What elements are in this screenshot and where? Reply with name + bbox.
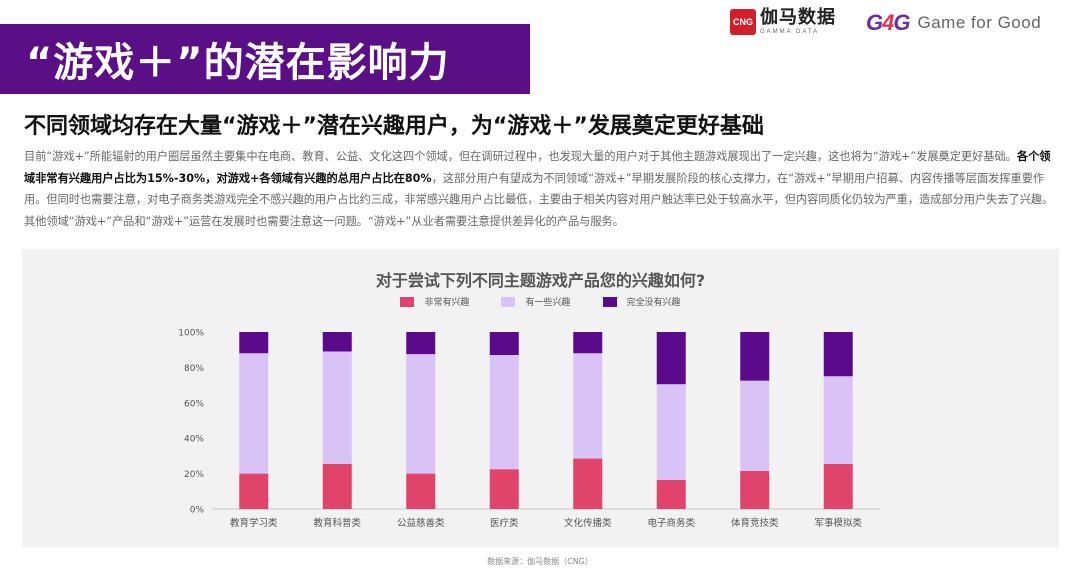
y-tick-label: 60% [184, 399, 204, 409]
x-tick-label: 教育科普类 [313, 517, 361, 529]
bar-segment-some [322, 351, 352, 464]
stacked-bar-chart: 0% 20% 40% 60% 80% 100% 教育学习类 教育科普类 公益慈善类 医疗类 文化传播… [178, 329, 880, 529]
bar-segment-none [573, 332, 603, 354]
g4g-logo-icon: G4G [866, 10, 910, 35]
g4g-logo: G4G Game for Good [866, 10, 1041, 36]
chart-panel: 对于尝试下列不同主题游戏产品您的兴趣如何? 非常有兴趣 有一些兴趣 完全没有兴趣… [22, 249, 1059, 547]
bar-segment-some [406, 354, 436, 474]
bar-segment-very [823, 463, 853, 509]
bar-segment-none [239, 332, 269, 354]
legend-item-none: 完全没有兴趣 [602, 295, 681, 308]
x-tick-label: 医疗类 [490, 517, 519, 529]
bar-segment-none [406, 332, 436, 355]
cng-brand-name: 伽马数据 [760, 7, 836, 28]
x-tick-label: 教育学习类 [230, 517, 278, 529]
bar-segment-some [573, 353, 603, 459]
chart-legend: 非常有兴趣 有一些兴趣 完全没有兴趣 [22, 295, 1059, 308]
x-tick-label: 军事模拟类 [814, 517, 862, 529]
g4g-tagline: Game for Good [917, 13, 1042, 32]
legend-label-none: 完全没有兴趣 [626, 298, 681, 308]
legend-label-some: 有一些兴趣 [525, 298, 571, 308]
bar-segment-none [823, 332, 853, 377]
cng-brand-english: GAMMA DATA [760, 29, 820, 35]
legend-swatch-very [400, 296, 415, 307]
bar-segment-very [406, 473, 436, 509]
legend-label-very: 非常有兴趣 [424, 298, 470, 308]
bar-segment-very [489, 469, 519, 509]
y-tick-label: 20% [184, 470, 204, 480]
legend-item-very: 非常有兴趣 [400, 295, 469, 308]
bar-segment-some [740, 380, 770, 471]
data-source: 数据来源：伽马数据（CNG） [487, 557, 593, 566]
bar-segment-none [489, 332, 519, 356]
legend-swatch-some [501, 296, 516, 307]
y-tick-label: 0% [190, 506, 205, 516]
bar-segment-some [489, 355, 519, 470]
bar-segment-very [239, 473, 269, 509]
title-banner: “游戏＋”的潜在影响力 [0, 24, 530, 94]
bar-segment-none [322, 332, 352, 352]
body-paragraph: 目前“游戏+”所能辐射的用户圈层虽然主要集中在电商、教育、公益、文化这四个领域，… [24, 146, 1060, 232]
x-tick-label: 文化传播类 [564, 517, 612, 529]
y-tick-label: 40% [184, 435, 204, 445]
body-text-part1: 目前“游戏+”所能辐射的用户圈层虽然主要集中在电商、教育、公益、文化这四个领域，… [24, 150, 1017, 163]
cng-logo-icon: CNG [730, 9, 756, 35]
y-tick-label: 100% [178, 329, 204, 339]
y-tick-label: 80% [184, 364, 204, 374]
x-tick-label: 电子商务类 [647, 517, 695, 529]
section-subtitle: 不同领域均存在大量“游戏＋”潜在兴趣用户，为“游戏＋”发展奠定更好基础 [24, 114, 764, 139]
x-tick-label: 公益慈善类 [397, 517, 445, 529]
bar-segment-very [656, 479, 686, 509]
page-title: “游戏＋”的潜在影响力 [26, 40, 450, 86]
bar-segment-some [239, 353, 269, 474]
cng-logo: CNG 伽马数据 GAMMA DATA [730, 9, 836, 35]
bar-segment-very [573, 458, 603, 509]
bar-segment-none [656, 332, 686, 385]
bar-segment-some [823, 376, 853, 464]
legend-swatch-none [602, 296, 617, 307]
bar-segment-very [740, 470, 770, 509]
x-tick-label: 体育竞技类 [731, 517, 779, 529]
body-text-highlight: 各个领域非常有兴趣用户占比为15%-30%，对游戏+各领域有兴趣的总用户占比在8… [24, 150, 1051, 185]
chart-title: 对于尝试下列不同主题游戏产品您的兴趣如何? [375, 271, 706, 290]
legend-item-some: 有一些兴趣 [501, 295, 571, 308]
bar-segment-very [322, 463, 352, 509]
body-text-part2: ，这部分用户有望成为不同领域“游戏+”早期发展阶段的核心支撑力，在“游戏+”早期… [24, 171, 1054, 228]
bar-segment-some [656, 384, 686, 480]
bar-segment-none [740, 332, 770, 381]
